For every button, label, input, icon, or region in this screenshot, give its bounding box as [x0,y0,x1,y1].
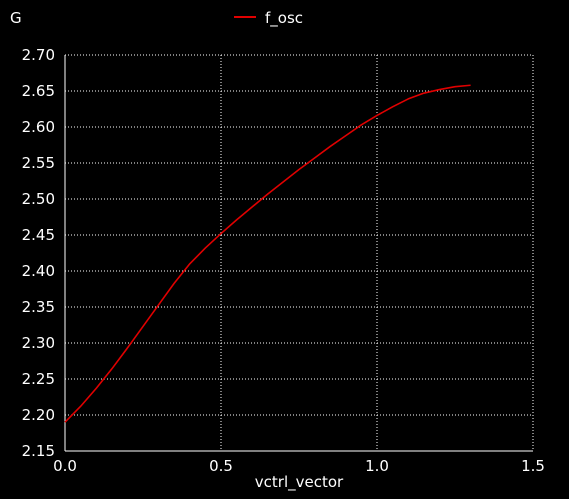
y-tick-label: 2.45 [22,226,55,244]
y-tick-label: 2.70 [22,46,55,64]
y-tick-label: 2.55 [22,154,55,172]
x-axis-label: vctrl_vector [255,473,344,492]
series-group [64,84,471,423]
y-tick-label: 2.40 [22,262,55,280]
x-tick-label: 0.0 [53,457,77,475]
x-tick-label: 1.0 [365,457,389,475]
x-tick-label: 0.5 [209,457,233,475]
y-tick-label: 2.35 [22,298,55,316]
y-tick-label: 2.65 [22,82,55,100]
y-tick-label: 2.15 [22,442,55,460]
tick-labels: 0.0 0.5 1.0 1.5 2.15 2.20 2.25 2.30 2.35 2.40 2.45… [22,46,545,475]
legend: f_osc [234,9,303,28]
y-tick-label: 2.50 [22,190,55,208]
x-tick-label: 1.5 [521,457,545,475]
legend-label-f-osc: f_osc [265,9,303,28]
series-line-f-osc [64,84,471,423]
axes [64,55,533,452]
grid-lines [65,54,534,451]
y-axis-unit-label: G [10,9,22,27]
y-tick-label: 2.20 [22,406,55,424]
y-tick-label: 2.25 [22,370,55,388]
y-tick-label: 2.60 [22,118,55,136]
y-tick-label: 2.30 [22,334,55,352]
